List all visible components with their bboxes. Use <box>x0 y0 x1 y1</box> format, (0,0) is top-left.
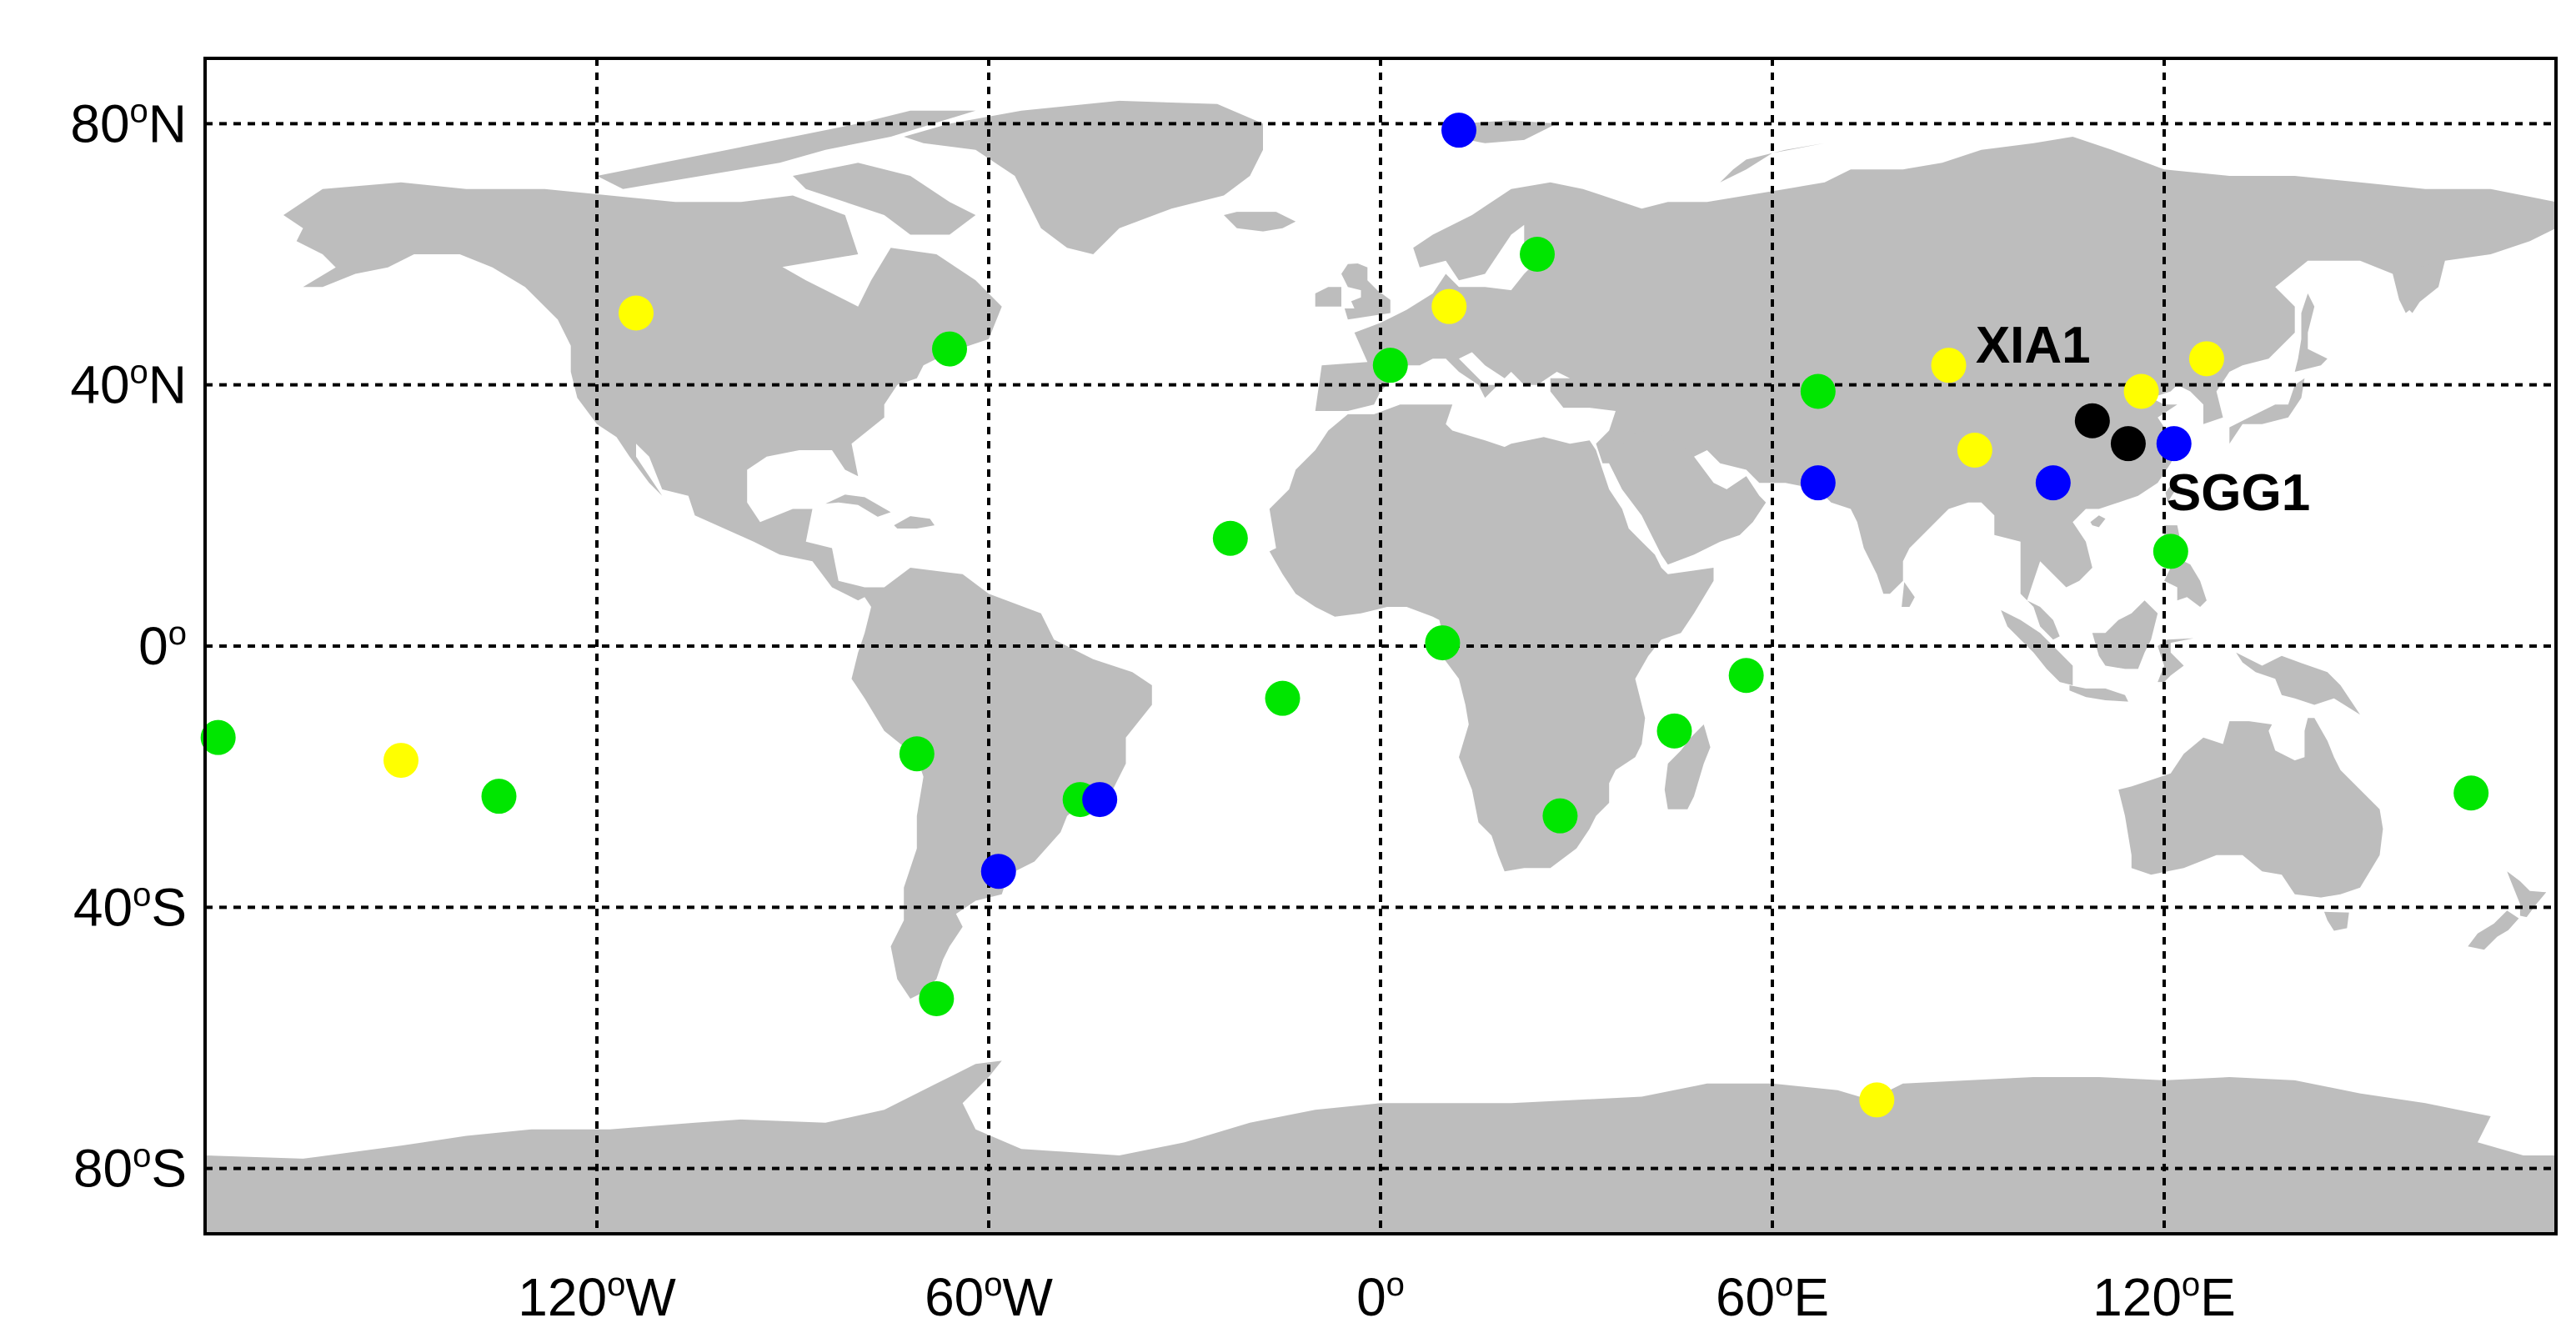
station-marker-blue <box>2035 465 2071 501</box>
land-australia <box>2118 718 2383 898</box>
graticule <box>205 58 2556 1234</box>
land-baffin-island <box>793 163 976 235</box>
station-marker-black <box>2074 403 2110 438</box>
land-cuba <box>825 494 891 517</box>
station-markers <box>200 113 2489 1118</box>
land-hainan <box>2090 515 2106 528</box>
station-marker-yellow <box>1431 288 1467 324</box>
station-marker-blue <box>980 854 1016 889</box>
station-marker-green <box>919 981 955 1016</box>
map-frame <box>203 57 2558 1235</box>
latitude-tick-label: 40oN <box>70 354 187 415</box>
station-marker-yellow <box>619 295 654 331</box>
station-marker-green <box>481 779 517 814</box>
longitude-tick-labels: 120oW 60oW 0o 60oE 120oE <box>518 1266 2236 1327</box>
station-marker-blue <box>2156 426 2192 462</box>
station-marker-green <box>1212 520 1248 556</box>
land-great-britain <box>1341 263 1391 320</box>
longitude-tick-label: 60oW <box>925 1266 1053 1327</box>
land-iceland <box>1224 212 1296 232</box>
land-ireland <box>1315 287 1341 307</box>
station-marker-blue <box>1800 465 1836 501</box>
station-marker-green <box>1800 373 1836 409</box>
land-sulawesi <box>2158 638 2194 683</box>
land-europe-asia <box>1315 137 2556 640</box>
land-kamchatka-coast <box>2393 260 2445 313</box>
latitude-tick-label: 0o <box>138 615 187 676</box>
station-marker-green <box>1656 713 1692 749</box>
station-marker-green <box>2453 775 2489 811</box>
station-marker-yellow <box>383 743 418 779</box>
land-sri-lanka <box>1902 582 1915 607</box>
station-marker-blue <box>1441 113 1476 148</box>
station-marker-green <box>1372 348 1408 383</box>
latitude-tick-label: 80oN <box>70 93 187 153</box>
station-marker-yellow <box>1931 348 1967 383</box>
land-borneo <box>2092 600 2158 669</box>
land-arabian-peninsula <box>1609 430 1767 565</box>
station-marker-yellow <box>1957 433 1992 468</box>
longitude-tick-label: 120oW <box>518 1266 676 1327</box>
land-tasmania <box>2323 911 2349 931</box>
latitude-tick-label: 80oS <box>73 1138 187 1199</box>
station-marker-green <box>2153 534 2188 569</box>
land-java <box>2069 685 2128 702</box>
land-greenland <box>904 100 1263 255</box>
longitude-tick-label: 60oE <box>1716 1266 1829 1327</box>
land-taiwan <box>2165 480 2177 503</box>
land-new-guinea <box>2236 652 2360 715</box>
station-marker-green <box>932 331 967 367</box>
land-africa <box>1269 404 1714 872</box>
station-marker-yellow <box>2188 341 2224 377</box>
station-marker-yellow <box>2123 373 2159 409</box>
latitude-tick-label: 40oS <box>73 876 187 937</box>
station-marker-green <box>1728 658 1764 694</box>
station-marker-green <box>200 719 236 755</box>
land-hokkaido-sakhalin <box>2294 293 2328 372</box>
land-new-zealand-south <box>2468 910 2519 950</box>
station-marker-yellow <box>1859 1082 1895 1118</box>
land-hispaniola <box>894 516 935 529</box>
land-svalbard <box>1452 120 1557 143</box>
station-marker-green <box>1425 625 1461 661</box>
station-marker-green <box>1542 798 1578 834</box>
land-antarctica <box>205 1060 2556 1234</box>
landmass-layer <box>205 100 2556 1234</box>
station-marker-blue <box>1082 782 1118 818</box>
station-marker-black <box>2110 426 2146 462</box>
land-north-america <box>283 182 1002 601</box>
land-madagascar <box>1664 724 1711 809</box>
station-marker-green <box>1265 680 1301 716</box>
land-south-america <box>851 568 1152 999</box>
land-new-zealand <box>2507 871 2547 918</box>
station-label: XIA1 <box>1976 317 2091 374</box>
station-marker-green <box>1520 237 1555 272</box>
land-arctic-islands <box>597 110 976 189</box>
station-marker-green <box>899 736 935 772</box>
station-label: SGG1 <box>2167 464 2310 522</box>
land-japan <box>2229 378 2305 444</box>
longitude-tick-label: 0o <box>1356 1266 1405 1327</box>
station-labels: XIA1 SGG1 <box>1976 317 2310 522</box>
longitude-tick-label: 120oE <box>2092 1266 2236 1327</box>
latitude-tick-labels: 80oN 40oN 0o 40oS 80oS <box>70 93 187 1198</box>
